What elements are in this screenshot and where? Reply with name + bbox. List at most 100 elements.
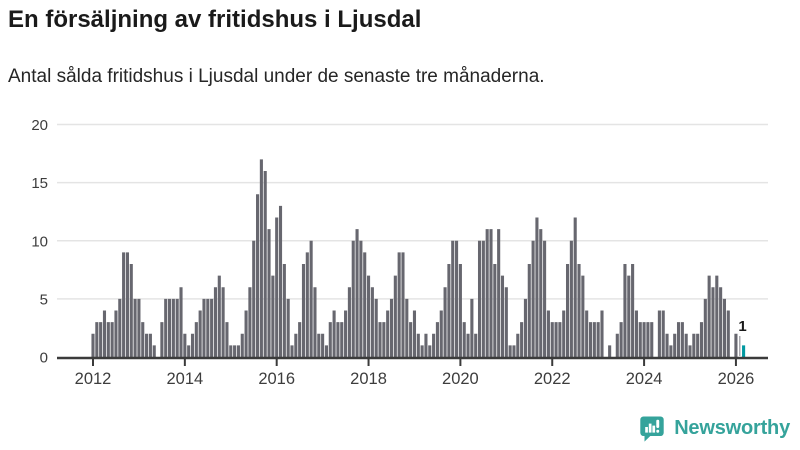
bar-month xyxy=(171,298,175,357)
bar-month xyxy=(520,322,524,357)
bar-month xyxy=(221,287,225,357)
bar-month xyxy=(317,333,321,357)
bar-month xyxy=(225,322,229,357)
bar-month xyxy=(623,264,627,357)
bar-month xyxy=(673,333,677,357)
y-tick-label: 10 xyxy=(31,233,48,250)
page-title: En försäljning av fritidshus i Ljusdal xyxy=(8,6,422,33)
bar-month xyxy=(164,298,168,357)
bar-month xyxy=(627,275,631,357)
bar-month xyxy=(531,240,535,357)
bar-month xyxy=(638,322,642,357)
bar-month xyxy=(213,287,218,357)
bar-month xyxy=(278,205,283,357)
bar-month xyxy=(298,322,302,357)
x-tick-label: 2016 xyxy=(258,370,295,388)
bar-month xyxy=(160,322,164,357)
x-tick-label: 2018 xyxy=(350,370,387,388)
bar-month xyxy=(665,333,669,357)
bar-month xyxy=(137,298,141,357)
bar-month xyxy=(489,229,493,357)
bar-month xyxy=(546,310,550,357)
bar-month xyxy=(715,275,719,357)
bar-month xyxy=(726,310,730,357)
newsworthy-logo: Newsworthy xyxy=(638,412,790,444)
bar-month xyxy=(248,287,252,357)
x-tick-label: 2024 xyxy=(626,370,663,388)
bar-month xyxy=(642,322,646,357)
bar-month xyxy=(458,264,462,357)
bar-month xyxy=(321,333,325,357)
bar-month xyxy=(719,287,723,357)
bar-month xyxy=(562,310,566,357)
bar-month xyxy=(558,322,562,357)
bar-month xyxy=(122,252,126,357)
bar-month xyxy=(183,333,187,357)
bar-month xyxy=(711,287,715,357)
y-tick-label: 20 xyxy=(31,117,48,134)
bar-month xyxy=(275,217,279,357)
bar-month xyxy=(592,322,596,357)
bar-month xyxy=(550,322,554,357)
bar-month xyxy=(631,264,635,357)
bar-month xyxy=(252,240,256,357)
bar-month xyxy=(263,171,267,357)
bar-month xyxy=(290,345,294,357)
bar-month xyxy=(133,298,137,357)
x-tick-label: 2022 xyxy=(534,370,571,388)
bar-month xyxy=(680,322,684,357)
bar-month xyxy=(125,252,129,357)
bar-month xyxy=(389,298,394,357)
bar-month xyxy=(294,333,298,357)
bar-month xyxy=(175,298,179,357)
bar-month xyxy=(539,229,543,357)
bar-month xyxy=(240,333,244,357)
bar-month xyxy=(286,298,290,357)
bar-month xyxy=(397,252,401,357)
bar-month xyxy=(145,333,149,357)
bar-month xyxy=(416,333,420,357)
bar-month xyxy=(198,310,202,357)
bar-month xyxy=(439,310,443,357)
bar-month xyxy=(504,287,508,357)
bar-month xyxy=(114,310,118,357)
x-tick-label: 2014 xyxy=(166,370,203,388)
bar-month xyxy=(554,322,558,357)
page-subtitle: Antal sålda fritidshus i Ljusdal under d… xyxy=(8,66,545,87)
bar-month xyxy=(508,345,512,357)
bar-month xyxy=(332,310,336,357)
bar-month xyxy=(474,333,478,357)
bar-month xyxy=(650,322,654,357)
bar-month xyxy=(684,333,688,357)
bar-month xyxy=(692,333,696,357)
bar-chart-speech-bubble-icon xyxy=(640,416,664,442)
x-tick-label: 2020 xyxy=(442,370,479,388)
bar-month xyxy=(455,240,459,357)
bar-month xyxy=(512,345,516,357)
bar-month xyxy=(477,240,482,357)
bar-month xyxy=(569,240,573,357)
bar-month xyxy=(734,333,738,357)
bar-month xyxy=(657,310,661,357)
bar-month xyxy=(328,322,332,357)
bar-month xyxy=(634,310,638,357)
bar-month xyxy=(271,275,275,357)
bar-month xyxy=(206,298,210,357)
bar-month xyxy=(661,310,665,357)
bar-month xyxy=(493,264,497,357)
bar-month xyxy=(106,322,110,357)
bar-month xyxy=(179,287,183,357)
bar-month xyxy=(282,264,286,357)
logo-bar-mid xyxy=(652,425,656,433)
bar-month xyxy=(267,229,271,357)
bar-month xyxy=(110,322,114,357)
bar-month xyxy=(676,322,681,357)
bar-month xyxy=(210,298,214,357)
bar-month xyxy=(236,345,240,357)
bar-month xyxy=(401,252,405,357)
bar-month xyxy=(535,217,539,357)
bar-month xyxy=(432,333,436,357)
bar-month xyxy=(148,333,152,357)
bar-month xyxy=(412,310,417,357)
bar-month xyxy=(688,345,692,357)
